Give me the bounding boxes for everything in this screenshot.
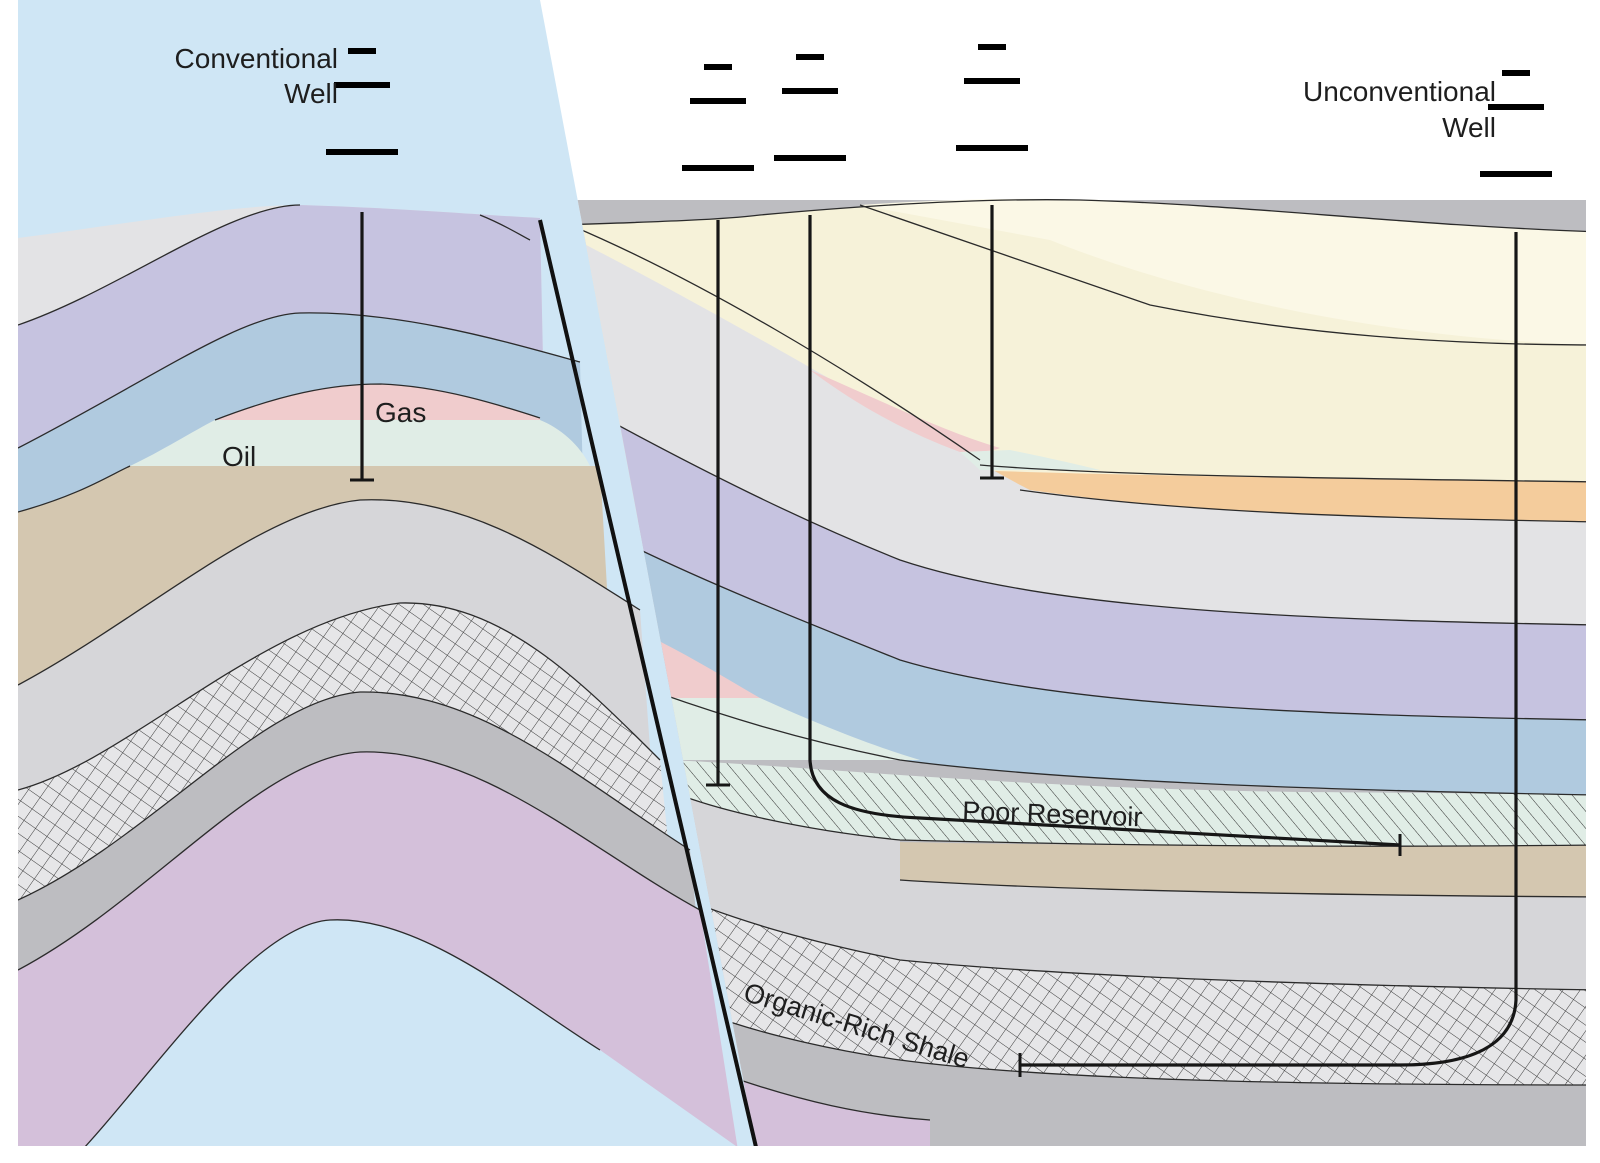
- layer-light-gray-right: [680, 795, 1600, 990]
- conventional-well-label-line1: Conventional: [175, 43, 338, 74]
- drilling-rig-icon: [774, 54, 846, 216]
- right-layer-boundaries: [559, 199, 1600, 1121]
- left-layer-boundaries: [18, 204, 701, 1163]
- unconventional-well-label-line1: Unconventional: [1303, 76, 1496, 107]
- fault-line: [538, 219, 761, 1161]
- layer-orange: [970, 470, 1600, 522]
- oil-zone-right: [960, 450, 1100, 470]
- oil-zone: [130, 420, 590, 466]
- layer-sky-blue-core: [70, 919, 759, 1163]
- layer-tan-right: [820, 840, 1600, 897]
- layer-cream-light: [860, 198, 1600, 345]
- poor-reservoir-label: Poor Reservoir: [962, 796, 1143, 832]
- left-anticline-block: [18, 0, 759, 1163]
- oil-zone-fault: [660, 698, 920, 760]
- drilling-rig-icon: [956, 44, 1028, 206]
- deviated-horizontal-well: [808, 215, 1401, 847]
- conventional-well-label-line2: Well: [284, 78, 338, 109]
- layer-gray-right-bottom: [730, 1022, 1600, 1163]
- gas-label: Gas: [375, 397, 426, 428]
- layer-mauve-right: [740, 1080, 930, 1163]
- poor-reservoir-layer: [665, 760, 1600, 847]
- layer-lavender-right: [590, 410, 1600, 720]
- right-margin: [1586, 0, 1600, 1163]
- unconventional-wellbore: [1020, 232, 1518, 1067]
- gas-zone-right: [810, 370, 1000, 452]
- oil-label: Oil: [222, 441, 256, 472]
- organic-rich-shale-layer: [700, 905, 1600, 1085]
- layer-pale-gray-right: [540, 222, 1600, 625]
- unconventional-well-label-line2: Well: [1442, 112, 1496, 143]
- bottom-margin: [0, 1146, 1600, 1163]
- wellbores: [350, 205, 1518, 1077]
- gas-zone: [215, 384, 540, 420]
- layer-steel-blue-right: [620, 540, 1600, 795]
